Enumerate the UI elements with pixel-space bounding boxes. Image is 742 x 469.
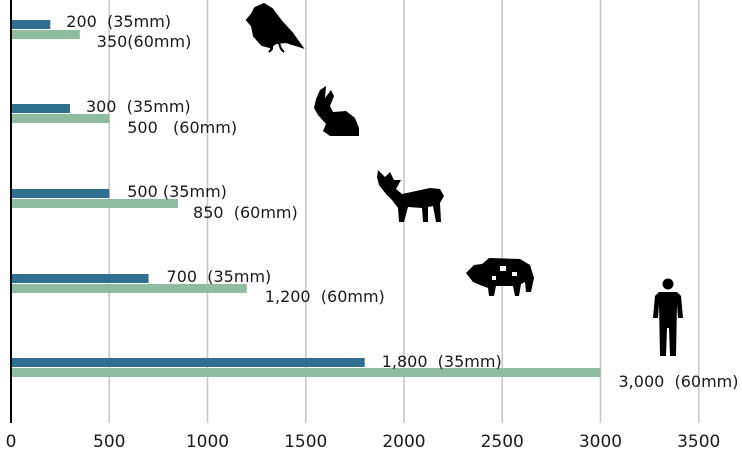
- x-tick-label: 500: [93, 432, 125, 452]
- bar-60mm-bird: [11, 30, 80, 39]
- bar-35mm-bird: [11, 20, 51, 29]
- data-label: 1,200 (60mm): [265, 287, 385, 306]
- data-label: 300 (35mm): [86, 97, 191, 116]
- data-label: 850 (60mm): [193, 203, 298, 222]
- data-label: 3,000 (60mm): [619, 372, 739, 391]
- x-tick-label: 3000: [579, 432, 622, 452]
- x-tick-label: 2500: [481, 432, 524, 452]
- data-label: 500 (35mm): [127, 182, 227, 201]
- cow-icon: [466, 258, 534, 296]
- person-icon: [653, 292, 683, 356]
- bar-35mm-rabbit: [11, 104, 70, 113]
- cow-spot: [492, 276, 496, 280]
- bar-60mm-person: [11, 368, 601, 377]
- cow-spot: [512, 272, 517, 276]
- data-label: 1,800 (35mm): [382, 352, 502, 371]
- data-label: 500 (60mm): [127, 118, 237, 137]
- data-label: 700 (35mm): [167, 267, 272, 286]
- bar-60mm-rabbit: [11, 114, 110, 123]
- bar-35mm-cow: [11, 274, 149, 283]
- x-tick-label: 3500: [677, 432, 720, 452]
- data-labels: 200 (35mm) 300 (35mm) 500 (35mm) 700 (35mm)…: [66, 12, 738, 391]
- bar-60mm-cow: [11, 284, 247, 293]
- data-label: 350(60mm): [97, 32, 192, 51]
- bar-35mm-deer: [11, 189, 110, 198]
- deer-icon: [377, 170, 444, 222]
- bar-35mm-person: [11, 358, 365, 367]
- x-axis-tick-labels: 0 500 1000 1500 2000 2500 3000 3500: [6, 432, 721, 452]
- animal-icons: [245, 2, 683, 356]
- x-tick-label: 0: [6, 432, 17, 452]
- gridlines: [108, 0, 700, 423]
- person-head-icon: [662, 278, 674, 290]
- rabbit-icon: [314, 86, 359, 136]
- cow-spot: [500, 266, 506, 271]
- bird-icon: [245, 2, 305, 53]
- x-tick-label: 1000: [186, 432, 229, 452]
- data-label: 200 (35mm): [66, 12, 171, 31]
- x-tick-label: 1500: [284, 432, 327, 452]
- bars: [11, 20, 601, 377]
- x-tick-label: 2000: [382, 432, 425, 452]
- bar-60mm-deer: [11, 199, 179, 208]
